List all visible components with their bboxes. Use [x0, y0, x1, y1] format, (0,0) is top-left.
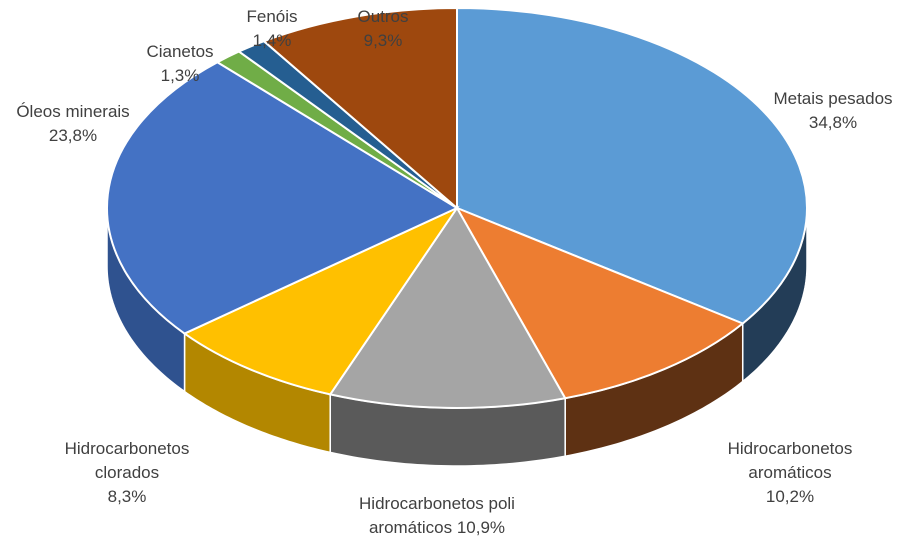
slice-label-line: aromáticos	[748, 463, 831, 482]
slice-label-line: 1,3%	[161, 66, 200, 85]
slice-label-4: Óleos minerais 23,8%	[16, 102, 129, 145]
slice-label-line: Metais pesados	[773, 89, 892, 108]
slice-label-1: Hidrocarbonetos aromáticos 10,2%	[728, 439, 853, 506]
slice-label-line: aromáticos 10,9%	[369, 518, 505, 537]
slice-label-line: 23,8%	[49, 126, 97, 145]
pie-slice-4	[106, 61, 460, 335]
pie-slice-1	[454, 205, 745, 400]
slice-label-line: 8,3%	[108, 487, 147, 506]
slice-label-line: 34,8%	[809, 113, 857, 132]
pie-slice-3	[182, 205, 460, 396]
pie-slice-7	[261, 6, 458, 211]
slice-label-2: Hidrocarbonetos poli aromáticos 10,9%	[359, 494, 515, 537]
pie-slice-2	[328, 206, 567, 409]
slice-label-line: 1,4%	[253, 31, 292, 50]
slice-label-line: Óleos minerais	[16, 102, 129, 121]
pie-slices	[106, 6, 808, 409]
slice-label-line: Cianetos	[146, 42, 213, 61]
pie-slice-0	[456, 6, 808, 325]
slice-label-3: Hidrocarbonetos clorados 8,3%	[65, 439, 190, 506]
slice-label-line: 9,3%	[364, 31, 403, 50]
slice-label-line: Hidrocarbonetos	[728, 439, 853, 458]
slice-label-line: Hidrocarbonetos	[65, 439, 190, 458]
slice-label-line: Fenóis	[246, 7, 297, 26]
slice-label-line: 10,2%	[766, 487, 814, 506]
slice-label-5: Cianetos 1,3%	[146, 42, 213, 85]
slice-label-line: Hidrocarbonetos poli	[359, 494, 515, 513]
slice-label-line: Outros	[357, 7, 408, 26]
slice-label-line: clorados	[95, 463, 159, 482]
pie-labels: Metais pesados 34,8% Hidrocarbonetos aromát…	[16, 7, 892, 537]
slice-label-0: Metais pesados 34,8%	[773, 89, 892, 132]
slice-label-7: Outros 9,3%	[357, 7, 408, 50]
slice-label-6: Fenóis 1,4%	[246, 7, 297, 50]
